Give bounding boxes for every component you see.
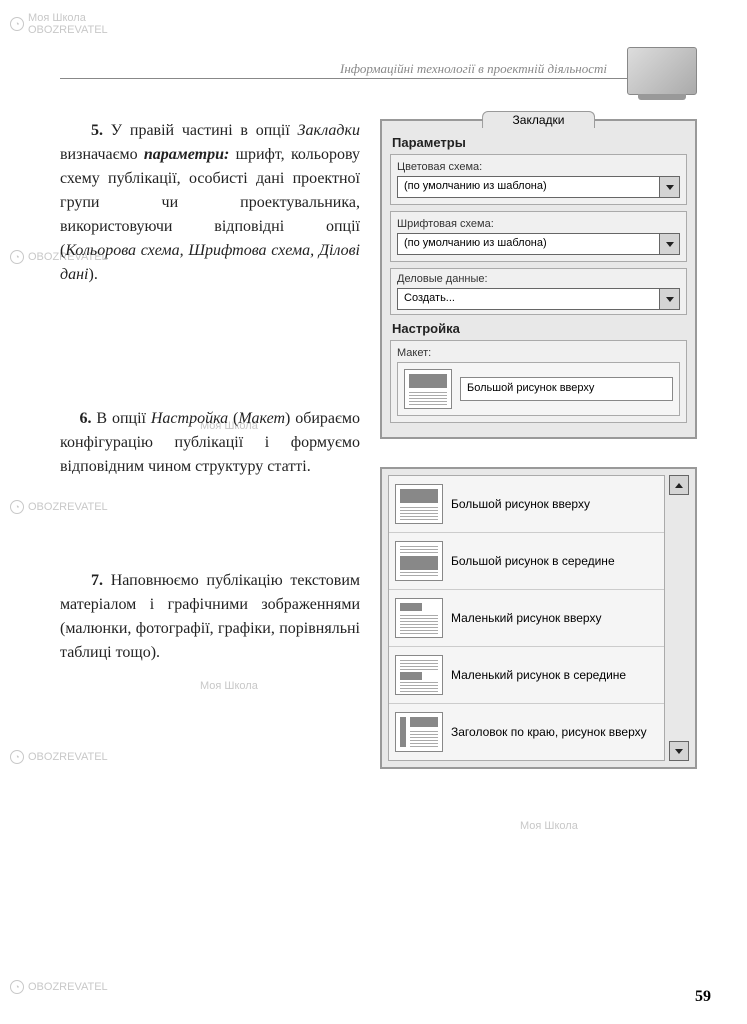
- chapter-title: Інформаційні технології в проектній діял…: [340, 61, 607, 77]
- scrollbar[interactable]: [669, 475, 689, 761]
- laptop-icon: [627, 47, 697, 95]
- font-scheme-dropdown[interactable]: (по умолчанию из шаблона): [397, 233, 680, 255]
- list-item[interactable]: Заголовок по краю, рисунок вверху: [389, 704, 664, 760]
- business-data-value: Создать...: [398, 289, 659, 309]
- scroll-down-icon[interactable]: [669, 741, 689, 761]
- color-scheme-label: Цветовая схема:: [397, 161, 680, 173]
- bookmarks-panel: Закладки Параметры Цветовая схема: (по у…: [380, 119, 697, 439]
- list-item-label: Маленький рисунок вверху: [451, 611, 601, 626]
- list-item-label: Заголовок по краю, рисунок вверху: [451, 725, 647, 740]
- scroll-up-icon[interactable]: [669, 475, 689, 495]
- layout-thumb-icon: [395, 655, 443, 695]
- header-divider: Інформаційні технології в проектній діял…: [60, 78, 697, 79]
- tab-bookmarks[interactable]: Закладки: [482, 111, 596, 128]
- layout-thumb-icon: [395, 541, 443, 581]
- list-item-label: Большой рисунок в середине: [451, 554, 615, 569]
- layout-value: Большой рисунок вверху: [460, 377, 673, 400]
- layout-thumb-icon: [395, 598, 443, 638]
- font-scheme-value: (по умолчанию из шаблона): [398, 234, 659, 254]
- list-item[interactable]: Маленький рисунок в середине: [389, 647, 664, 704]
- list-item[interactable]: Большой рисунок в середине: [389, 533, 664, 590]
- list-item[interactable]: Маленький рисунок вверху: [389, 590, 664, 647]
- paragraph-6: 6. В опції Настройка (Ма­кет) обираємо к…: [60, 407, 360, 479]
- font-scheme-label: Шрифтовая схема:: [397, 218, 680, 230]
- layout-thumb-icon: [395, 712, 443, 752]
- chevron-down-icon[interactable]: [659, 289, 679, 309]
- paragraph-5: 5. У правій частині в опції Закладки виз…: [60, 119, 360, 287]
- paragraph-7: 7. Наповнюємо публікацію текстовим матер…: [60, 569, 360, 665]
- layout-thumb-icon: [404, 369, 452, 409]
- body-text-column: 5. У правій частині в опції Закладки виз…: [60, 119, 360, 769]
- layout-thumb-icon: [395, 484, 443, 524]
- color-scheme-value: (по умолчанию из шаблона): [398, 177, 659, 197]
- section-parameters: Параметры: [392, 135, 685, 150]
- color-scheme-dropdown[interactable]: (по умолчанию из шаблона): [397, 176, 680, 198]
- list-item-label: Маленький рисунок в середине: [451, 668, 626, 683]
- business-data-label: Деловые данные:: [397, 273, 680, 285]
- chevron-down-icon[interactable]: [659, 177, 679, 197]
- page-number: 59: [695, 988, 711, 1006]
- layout-label: Макет:: [397, 347, 680, 359]
- list-item[interactable]: Большой рисунок вверху: [389, 476, 664, 533]
- business-data-dropdown[interactable]: Создать...: [397, 288, 680, 310]
- layout-selector[interactable]: Большой рисунок вверху: [397, 362, 680, 416]
- layout-list-panel: Большой рисунок вверху Большой рисунок в…: [380, 467, 697, 769]
- list-item-label: Большой рисунок вверху: [451, 497, 590, 512]
- section-setup: Настройка: [392, 321, 685, 336]
- chevron-down-icon[interactable]: [659, 234, 679, 254]
